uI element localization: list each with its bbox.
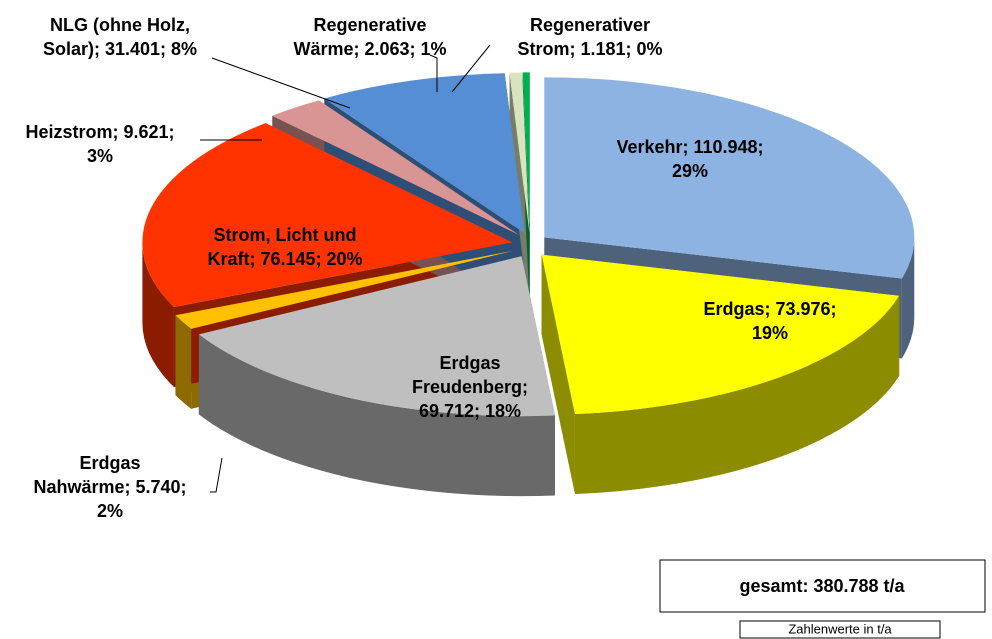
slice (541, 254, 900, 414)
data-label: Wärme; 2.063; 1% (293, 39, 446, 59)
total-box (659, 559, 986, 613)
data-label: 2% (97, 501, 123, 521)
note-box (739, 620, 941, 639)
slice (175, 250, 514, 329)
slice-tops (142, 72, 915, 417)
data-label: Regenerative (313, 15, 426, 35)
data-label: Heizstrom; 9.621; (25, 122, 174, 142)
data-label: 19% (752, 323, 788, 343)
data-label: 29% (672, 161, 708, 181)
data-label: Kraft; 76.145; 20% (207, 249, 362, 269)
data-label: Regenerativer (530, 15, 650, 35)
data-label: Nahwärme; 5.740; (33, 477, 186, 497)
pie (142, 72, 915, 497)
leader-line (451, 44, 491, 93)
note: Zahlenwerte in t/a (788, 621, 892, 636)
slice (142, 123, 513, 308)
slice (544, 77, 915, 279)
slice (509, 72, 530, 233)
data-label: Verkehr; 110.948; (616, 137, 763, 157)
data-label: NLG (ohne Holz, (50, 15, 190, 35)
slice-wall (541, 254, 575, 494)
slice-side (142, 242, 174, 388)
data-label: Erdgas (79, 453, 140, 473)
slice-side (901, 237, 915, 359)
data-label: Erdgas (439, 353, 500, 373)
data-label: 69.712; 18% (419, 401, 521, 421)
slice (198, 256, 555, 417)
leader-line (429, 54, 438, 92)
slice-side (574, 295, 900, 494)
data-label: Erdgas; 73.976; (703, 299, 836, 319)
data-label: 3% (87, 146, 113, 166)
slice-side (175, 315, 192, 409)
data-label: Solar); 31.401; 8% (43, 39, 197, 59)
slice (272, 100, 520, 235)
slice-side (198, 334, 555, 497)
slice (324, 73, 525, 234)
data-label: Freudenberg; (412, 377, 528, 397)
data-label: Strom, Licht und (214, 225, 357, 245)
leader-line (210, 457, 223, 493)
slice (522, 72, 530, 233)
leader-line (211, 57, 351, 109)
data-label: Strom; 1.181; 0% (517, 39, 662, 59)
total-label: gesamt: 380.788 t/a (739, 576, 905, 596)
